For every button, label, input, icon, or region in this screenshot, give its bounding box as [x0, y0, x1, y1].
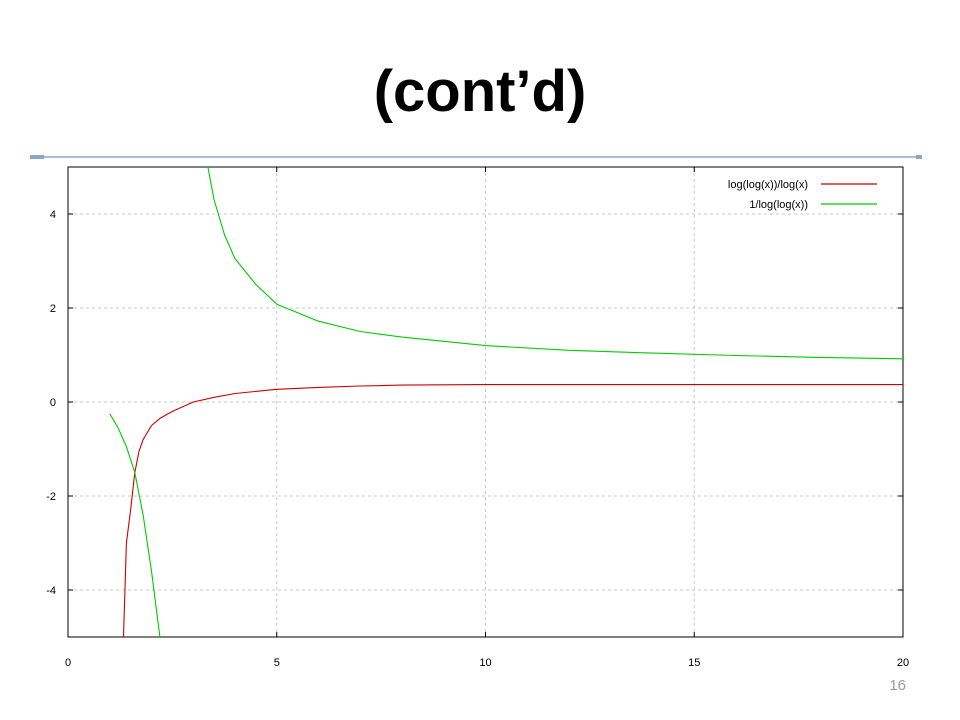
x-tick-label: 20 — [897, 657, 909, 669]
series-line-2-segment-1 — [109, 413, 161, 637]
y-tick-label: -4 — [46, 585, 56, 597]
series-line-1-segment-1 — [122, 384, 903, 637]
x-tick-label: 15 — [688, 657, 700, 669]
x-tick-label: 5 — [274, 657, 280, 669]
x-tick-label: 0 — [65, 657, 71, 669]
legend-label-1: log(log(x))/log(x) — [728, 179, 808, 191]
x-tick-label: 10 — [479, 657, 491, 669]
slide-title: (cont’d) — [373, 59, 587, 124]
title-divider-right-cap — [916, 155, 922, 159]
page-number: 16 — [889, 677, 906, 694]
title-divider-left-cap — [30, 155, 44, 159]
title-divider — [30, 156, 922, 158]
y-tick-label: 2 — [50, 303, 56, 315]
series-group — [109, 167, 903, 637]
y-tick-label: 4 — [50, 209, 56, 221]
y-tick-label: 0 — [50, 397, 56, 409]
series-line-2-segment-2 — [207, 167, 903, 360]
legend-label-2: 1/log(log(x)) — [749, 199, 808, 211]
y-tick-label: -2 — [46, 491, 56, 503]
